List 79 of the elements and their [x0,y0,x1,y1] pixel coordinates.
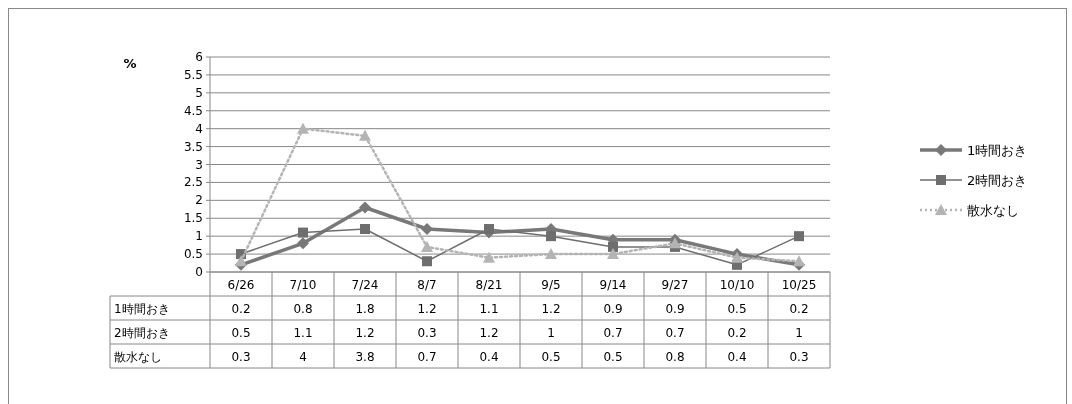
y-tick-label: 4.5 [183,103,203,118]
data-label: 0.4 [479,350,499,364]
text: 2時間おき [114,326,170,340]
data-label: 0.5 [727,302,747,316]
data-label: 1 [795,326,803,340]
data-label: 0.7 [665,326,685,340]
data-label: 0.3 [417,326,437,340]
y-tick-label: 5 [195,85,203,100]
data-label: 0.5 [231,326,251,340]
point [297,237,309,250]
point [359,129,371,141]
y-tick-label: 2 [195,193,203,208]
data-label: 0.2 [727,326,747,340]
x-tick-label: 9/14 [599,278,627,292]
point [608,241,618,252]
data-label: 1.8 [355,302,375,316]
data-label: 1.2 [479,326,499,340]
legend-label: 散水なし [967,203,1019,218]
data-label: 0.9 [665,302,685,316]
data-label: 1.2 [541,302,561,316]
x-tick-label: 8/7 [417,278,437,292]
y-tick-label: 0 [195,265,203,279]
point [545,248,557,260]
data-label: 0.3 [231,350,251,364]
y-axis-title: % [123,56,137,71]
point [484,224,494,234]
y-tick-label: 1.5 [183,211,203,226]
point [793,255,805,267]
y-tick-label: 5.5 [183,67,203,82]
data-label: 1.2 [417,302,437,316]
x-tick-label: 9/5 [541,278,561,292]
point [483,251,495,263]
point [421,223,433,235]
data-label: 4 [299,350,307,364]
data-label: 1.1 [293,326,313,340]
y-tick-label: 3 [195,157,203,172]
data-label: 0.8 [665,350,685,364]
y-tick-label: 4 [195,121,203,136]
y-tick-label: 6 [195,50,203,64]
data-label: 0.9 [603,302,623,316]
data-label: 0.3 [789,350,809,364]
point [360,224,370,234]
data-label: 1.2 [355,326,375,340]
data-label: 0.2 [231,302,251,316]
data-label: 0.5 [541,350,561,364]
legend-label: 1時間おき [967,143,1028,158]
data-label: 0.5 [603,350,623,364]
data-label: 3.8 [355,350,375,364]
point [421,240,433,252]
y-tick-label: 3.5 [183,139,203,154]
y-tick-label: 2.5 [183,175,203,190]
x-tick-label: 6/26 [227,278,255,292]
point [235,255,247,267]
data-label: 0.7 [603,326,623,340]
data-label: 1.1 [479,302,499,316]
y-tick-label: 0.5 [183,247,203,262]
point [546,231,556,242]
point [607,248,619,260]
data-label: 0.7 [417,350,437,364]
point [297,122,309,134]
point [669,237,681,249]
point [298,227,308,238]
x-tick-label: 8/21 [475,278,503,292]
point [794,231,804,242]
legend-label: 2時間おき [967,173,1028,188]
text: 1時間おき [114,302,170,316]
x-tick-label: 7/10 [289,278,317,292]
data-label: 0.8 [293,302,313,316]
data-label: 1 [547,326,555,340]
x-tick-label: 9/27 [661,278,689,292]
x-tick-label: 10/10 [719,278,755,292]
x-tick-label: 7/24 [351,278,379,292]
text: 散水なし [114,350,162,364]
data-label: 0.4 [727,350,747,364]
point [422,256,432,267]
x-tick-label: 10/25 [781,278,817,292]
y-tick-label: 1 [195,229,203,244]
point [359,201,371,214]
data-label: 0.2 [789,302,809,316]
